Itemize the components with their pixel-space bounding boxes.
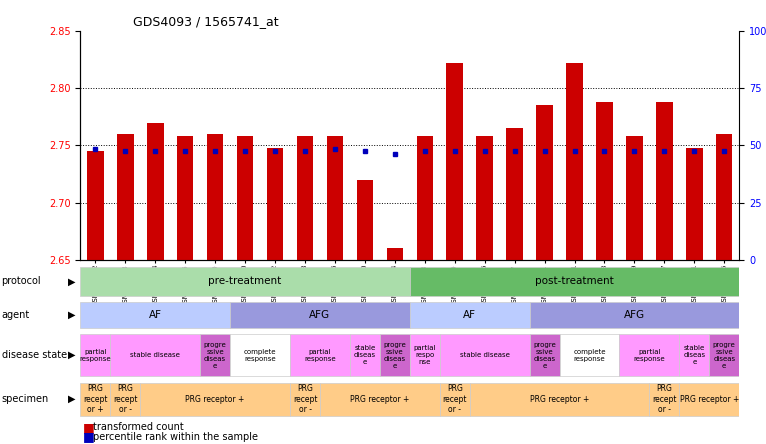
Text: partial
respo
nse: partial respo nse	[414, 345, 436, 365]
Bar	[620, 334, 679, 376]
Bar	[267, 148, 283, 260]
Text: AF: AF	[463, 310, 476, 320]
Text: ■: ■	[83, 430, 94, 444]
Bar	[566, 63, 583, 260]
Bar	[529, 334, 559, 376]
Text: PRG receptor +: PRG receptor +	[679, 395, 739, 404]
Bar	[476, 136, 493, 260]
Bar	[117, 134, 133, 260]
Text: pre-treatment: pre-treatment	[208, 277, 282, 286]
Bar	[410, 301, 529, 328]
Text: agent: agent	[2, 310, 30, 320]
Bar	[380, 334, 410, 376]
Bar	[716, 134, 732, 260]
Text: partial
response: partial response	[80, 349, 111, 362]
Bar	[110, 383, 140, 416]
Bar	[686, 148, 702, 260]
Text: stable disease: stable disease	[460, 352, 509, 358]
Text: AFG: AFG	[309, 310, 331, 320]
Text: stable
diseas
e: stable diseas e	[683, 345, 705, 365]
Text: post-treatment: post-treatment	[535, 277, 614, 286]
Text: AFG: AFG	[624, 310, 645, 320]
Bar	[147, 123, 163, 260]
Text: disease state: disease state	[2, 350, 67, 360]
Text: GDS4093 / 1565741_at: GDS4093 / 1565741_at	[133, 16, 279, 28]
Bar	[536, 105, 553, 260]
Text: stable
diseas
e: stable diseas e	[354, 345, 376, 365]
Text: PRG receptor +: PRG receptor +	[530, 395, 589, 404]
Bar	[290, 383, 320, 416]
Bar	[80, 267, 410, 296]
Bar	[80, 383, 110, 416]
Bar	[230, 334, 290, 376]
Text: ▶: ▶	[67, 394, 75, 404]
Bar	[230, 301, 410, 328]
Text: PRG
recept
or -: PRG recept or -	[113, 384, 138, 414]
Bar	[80, 301, 230, 328]
Bar	[387, 248, 403, 260]
Bar	[529, 301, 739, 328]
Text: transformed count: transformed count	[93, 422, 184, 432]
Bar	[417, 136, 433, 260]
Bar	[447, 63, 463, 260]
Text: complete
response: complete response	[244, 349, 277, 362]
Bar	[559, 334, 620, 376]
Text: ▶: ▶	[67, 310, 75, 320]
Bar	[440, 334, 529, 376]
Bar	[290, 334, 350, 376]
Text: partial
response: partial response	[304, 349, 336, 362]
Bar	[357, 180, 373, 260]
Bar	[506, 128, 523, 260]
Bar	[80, 334, 110, 376]
Text: progre
ssive
diseas
e: progre ssive diseas e	[204, 342, 227, 369]
Bar	[410, 267, 739, 296]
Text: complete
response: complete response	[573, 349, 606, 362]
Text: PRG receptor +: PRG receptor +	[185, 395, 245, 404]
Text: AF: AF	[149, 310, 162, 320]
Bar	[296, 136, 313, 260]
Bar	[470, 383, 650, 416]
Bar	[177, 136, 194, 260]
Text: PRG receptor +: PRG receptor +	[350, 395, 410, 404]
Bar	[626, 136, 643, 260]
Bar	[650, 383, 679, 416]
Bar	[596, 102, 613, 260]
Bar	[656, 102, 673, 260]
Text: PRG
recept
or +: PRG recept or +	[83, 384, 108, 414]
Bar	[200, 334, 230, 376]
Text: PRG
recept
or -: PRG recept or -	[443, 384, 467, 414]
Text: partial
response: partial response	[633, 349, 665, 362]
Text: ■: ■	[83, 420, 94, 434]
Text: percentile rank within the sample: percentile rank within the sample	[93, 432, 258, 442]
Bar	[410, 334, 440, 376]
Text: ▶: ▶	[67, 350, 75, 360]
Bar	[237, 136, 254, 260]
Bar	[140, 383, 290, 416]
Text: progre
ssive
diseas
e: progre ssive diseas e	[384, 342, 406, 369]
Text: protocol: protocol	[2, 277, 41, 286]
Bar	[679, 334, 709, 376]
Text: stable disease: stable disease	[130, 352, 180, 358]
Bar	[679, 383, 739, 416]
Text: progre
ssive
diseas
e: progre ssive diseas e	[713, 342, 735, 369]
Text: PRG
recept
or -: PRG recept or -	[293, 384, 317, 414]
Bar	[87, 151, 103, 260]
Text: specimen: specimen	[2, 394, 49, 404]
Bar	[207, 134, 224, 260]
Bar	[320, 383, 440, 416]
Text: PRG
recept
or -: PRG recept or -	[652, 384, 676, 414]
Bar	[110, 334, 200, 376]
Text: ▶: ▶	[67, 277, 75, 286]
Bar	[350, 334, 380, 376]
Bar	[709, 334, 739, 376]
Text: progre
ssive
diseas
e: progre ssive diseas e	[533, 342, 556, 369]
Bar	[327, 136, 343, 260]
Bar	[440, 383, 470, 416]
